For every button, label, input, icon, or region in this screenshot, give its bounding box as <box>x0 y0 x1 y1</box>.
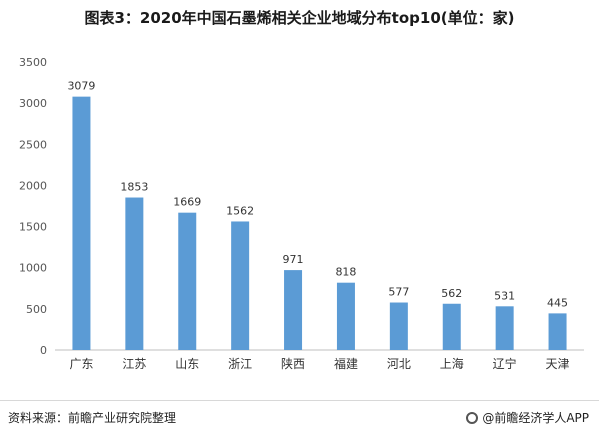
x-tick-label: 福建 <box>334 356 358 371</box>
data-label: 445 <box>547 296 568 309</box>
data-label: 1669 <box>173 196 201 209</box>
x-tick-label: 辽宁 <box>493 356 517 371</box>
x-tick-label: 上海 <box>440 356 464 371</box>
bar <box>336 282 355 350</box>
data-label: 562 <box>441 287 462 300</box>
brand-logo-icon <box>466 411 479 424</box>
bar <box>125 197 144 350</box>
y-tick-label: 1500 <box>19 221 47 234</box>
data-label: 531 <box>494 289 515 302</box>
data-label: 818 <box>335 266 356 279</box>
bar <box>178 212 197 350</box>
y-tick-label: 3000 <box>19 97 47 110</box>
data-label: 971 <box>283 253 304 266</box>
bar <box>442 303 461 350</box>
bar <box>231 221 250 350</box>
x-tick-label: 河北 <box>387 357 411 371</box>
x-tick-label: 江苏 <box>122 357 146 371</box>
data-label: 1562 <box>226 204 254 217</box>
footer: 资料来源：前瞻产业研究院整理 @前瞻经济学人APP <box>0 400 599 433</box>
y-tick-label: 500 <box>26 303 47 316</box>
bar <box>389 302 408 350</box>
data-label: 3079 <box>67 80 95 93</box>
y-tick-label: 0 <box>40 344 47 357</box>
bar <box>72 96 91 350</box>
x-tick-label: 山东 <box>175 357 199 371</box>
x-tick-label: 天津 <box>546 357 570 371</box>
source-note: 资料来源：前瞻产业研究院整理 <box>8 411 177 425</box>
data-label: 577 <box>388 286 409 299</box>
x-tick-label: 浙江 <box>228 357 252 371</box>
bar <box>495 306 514 350</box>
chart-title: 图表3：2020年中国石墨烯相关企业地域分布top10(单位：家) <box>84 9 515 27</box>
y-tick-label: 3500 <box>19 56 47 69</box>
y-tick-label: 2000 <box>19 179 47 192</box>
data-label: 1853 <box>120 181 148 194</box>
bar <box>548 313 567 350</box>
x-tick-label: 广东 <box>69 357 93 371</box>
brand: @前瞻经济学人APP <box>466 409 589 426</box>
bar-chart: 0 500 1000 1500 2000 2500 3000 3500 3079 广东 1853 江苏… <box>19 56 584 371</box>
bar <box>284 270 303 350</box>
x-tick-label: 陕西 <box>281 356 305 371</box>
y-tick-label: 2500 <box>19 138 47 151</box>
brand-label: @前瞻经济学人APP <box>482 411 589 425</box>
y-tick-label: 1000 <box>19 262 47 275</box>
